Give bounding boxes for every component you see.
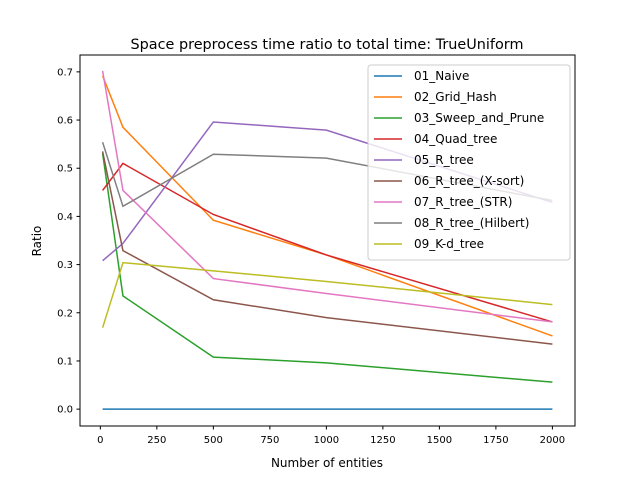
series-line-06_R_tree_(X-sort) (101, 151, 553, 345)
y-tick-label: 0.5 (57, 164, 73, 175)
legend: 01_Naive 02_Grid_Hash 03_Sweep_and_Prune 04… (367, 64, 571, 261)
legend-entry: 01_Naive (414, 69, 469, 83)
legend-entry: 09_K-d_tree (414, 237, 484, 251)
legend-entry: 02_Grid_Hash (414, 90, 497, 104)
series-line-07_R_tree_(STR) (101, 70, 553, 323)
series-line-02_Grid_Hash (101, 75, 553, 337)
legend-box (367, 64, 571, 261)
y-tick-label: 0.6 (57, 116, 73, 127)
legend-entry: 04_Quad_tree (414, 132, 497, 146)
x-tick-label: 750 (260, 435, 279, 446)
y-tick-label: 0.2 (57, 308, 73, 319)
x-tick-label: 2000 (540, 435, 565, 446)
x-tick-label: 500 (204, 435, 223, 446)
x-tick-label: 1000 (314, 435, 339, 446)
legend-entry: 05_R_tree (414, 153, 474, 167)
x-tick-label: 250 (147, 435, 166, 446)
y-tick-label: 0.3 (57, 260, 73, 271)
x-tick-label: 1250 (370, 435, 395, 446)
plot-area-frame (79, 54, 576, 427)
x-tick-label: 1750 (483, 435, 508, 446)
legend-entry: 06_R_tree_(X-sort) (414, 174, 524, 188)
legend-entry: 07_R_tree_(STR) (414, 195, 512, 209)
y-tick-label: 0.7 (57, 67, 73, 78)
legend-entry: 08_R_tree_(Hilbert) (414, 216, 529, 230)
legend-entry: 03_Sweep_and_Prune (414, 111, 544, 125)
y-tick-label: 0.0 (57, 405, 73, 416)
series-line-04_Quad_tree (102, 162, 553, 323)
series-line-09_K-d_tree (101, 261, 553, 328)
y-tick-label: 0.1 (57, 356, 73, 367)
y-axis-label: Ratio (30, 226, 44, 257)
x-tick-label: 0 (97, 435, 103, 446)
x-tick-label: 1500 (427, 435, 452, 446)
chart-title: Space preprocess time ratio to total tim… (131, 37, 524, 53)
y-tick-label: 0.4 (57, 212, 73, 223)
x-axis-label: Number of entities (271, 456, 383, 470)
